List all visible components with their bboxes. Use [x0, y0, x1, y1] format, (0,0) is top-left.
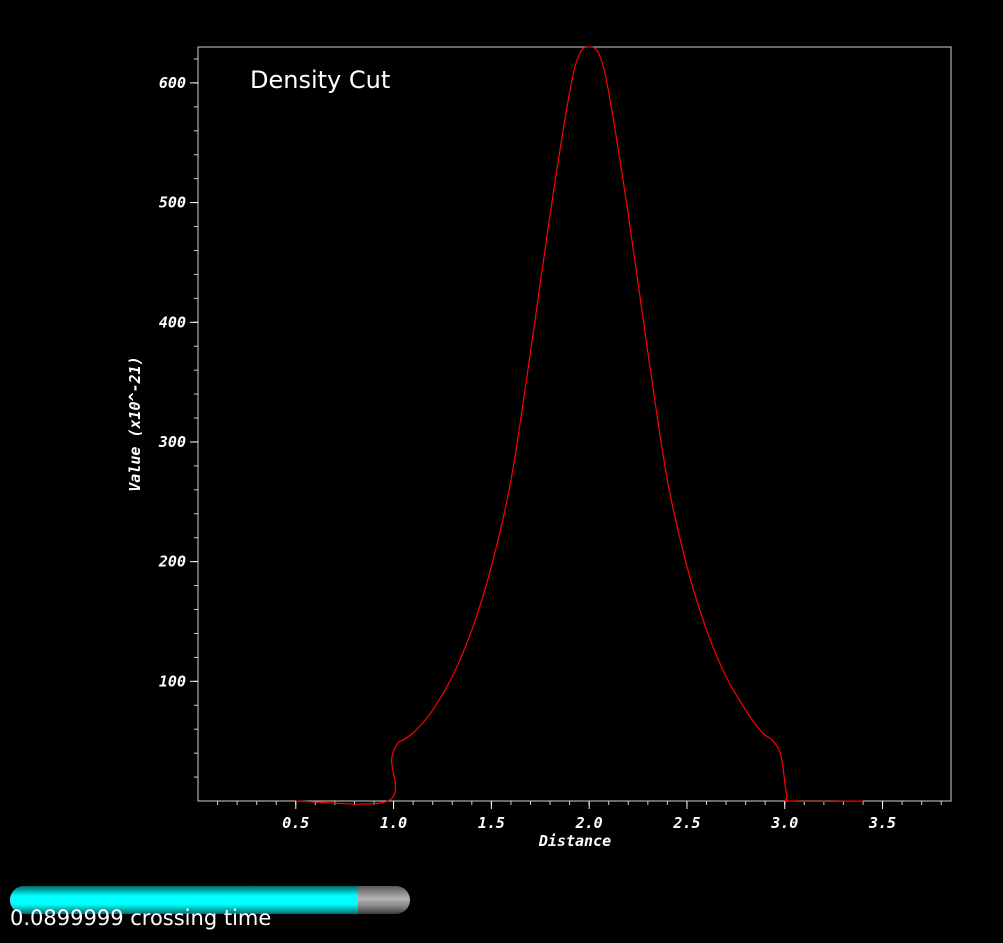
x-tick-label: 2.5 — [672, 814, 700, 832]
y-tick-label: 500 — [159, 194, 186, 212]
x-axis-ticks: 0.5 1.0 1.5 2.0 2.5 3.0 3.5 — [282, 801, 896, 832]
density-cut-chart: 0.5 1.0 1.5 2.0 2.5 3.0 3.5 100 200 300 400 500 600… — [126, 46, 952, 850]
time-slider-fill — [10, 886, 358, 914]
minor-ticks — [194, 58, 942, 805]
x-tick-label: 0.5 — [282, 814, 309, 832]
y-tick-label: 200 — [158, 553, 186, 571]
x-axis-title: Distance — [538, 832, 611, 850]
x-tick-label: 1.5 — [478, 814, 505, 832]
y-axis-ticks: 100 200 300 400 500 600 — [158, 74, 198, 690]
y-tick-label: 600 — [159, 74, 186, 92]
time-slider[interactable] — [10, 886, 410, 914]
x-tick-label: 1.0 — [380, 814, 407, 832]
y-axis-title: Value (x10^-21) — [126, 356, 144, 491]
density-series-line — [295, 46, 863, 805]
x-tick-label: 3.5 — [868, 814, 896, 832]
series-layer — [295, 46, 863, 805]
y-tick-label: 400 — [159, 313, 186, 331]
plot-area — [197, 46, 952, 802]
chart-title: Density Cut — [250, 66, 390, 94]
x-tick-label: 2.0 — [575, 814, 603, 832]
time-label: 0.0899999 crossing time — [10, 906, 272, 930]
y-tick-label: 300 — [158, 433, 186, 451]
x-tick-label: 3.0 — [770, 814, 798, 832]
y-tick-label: 100 — [159, 672, 186, 690]
